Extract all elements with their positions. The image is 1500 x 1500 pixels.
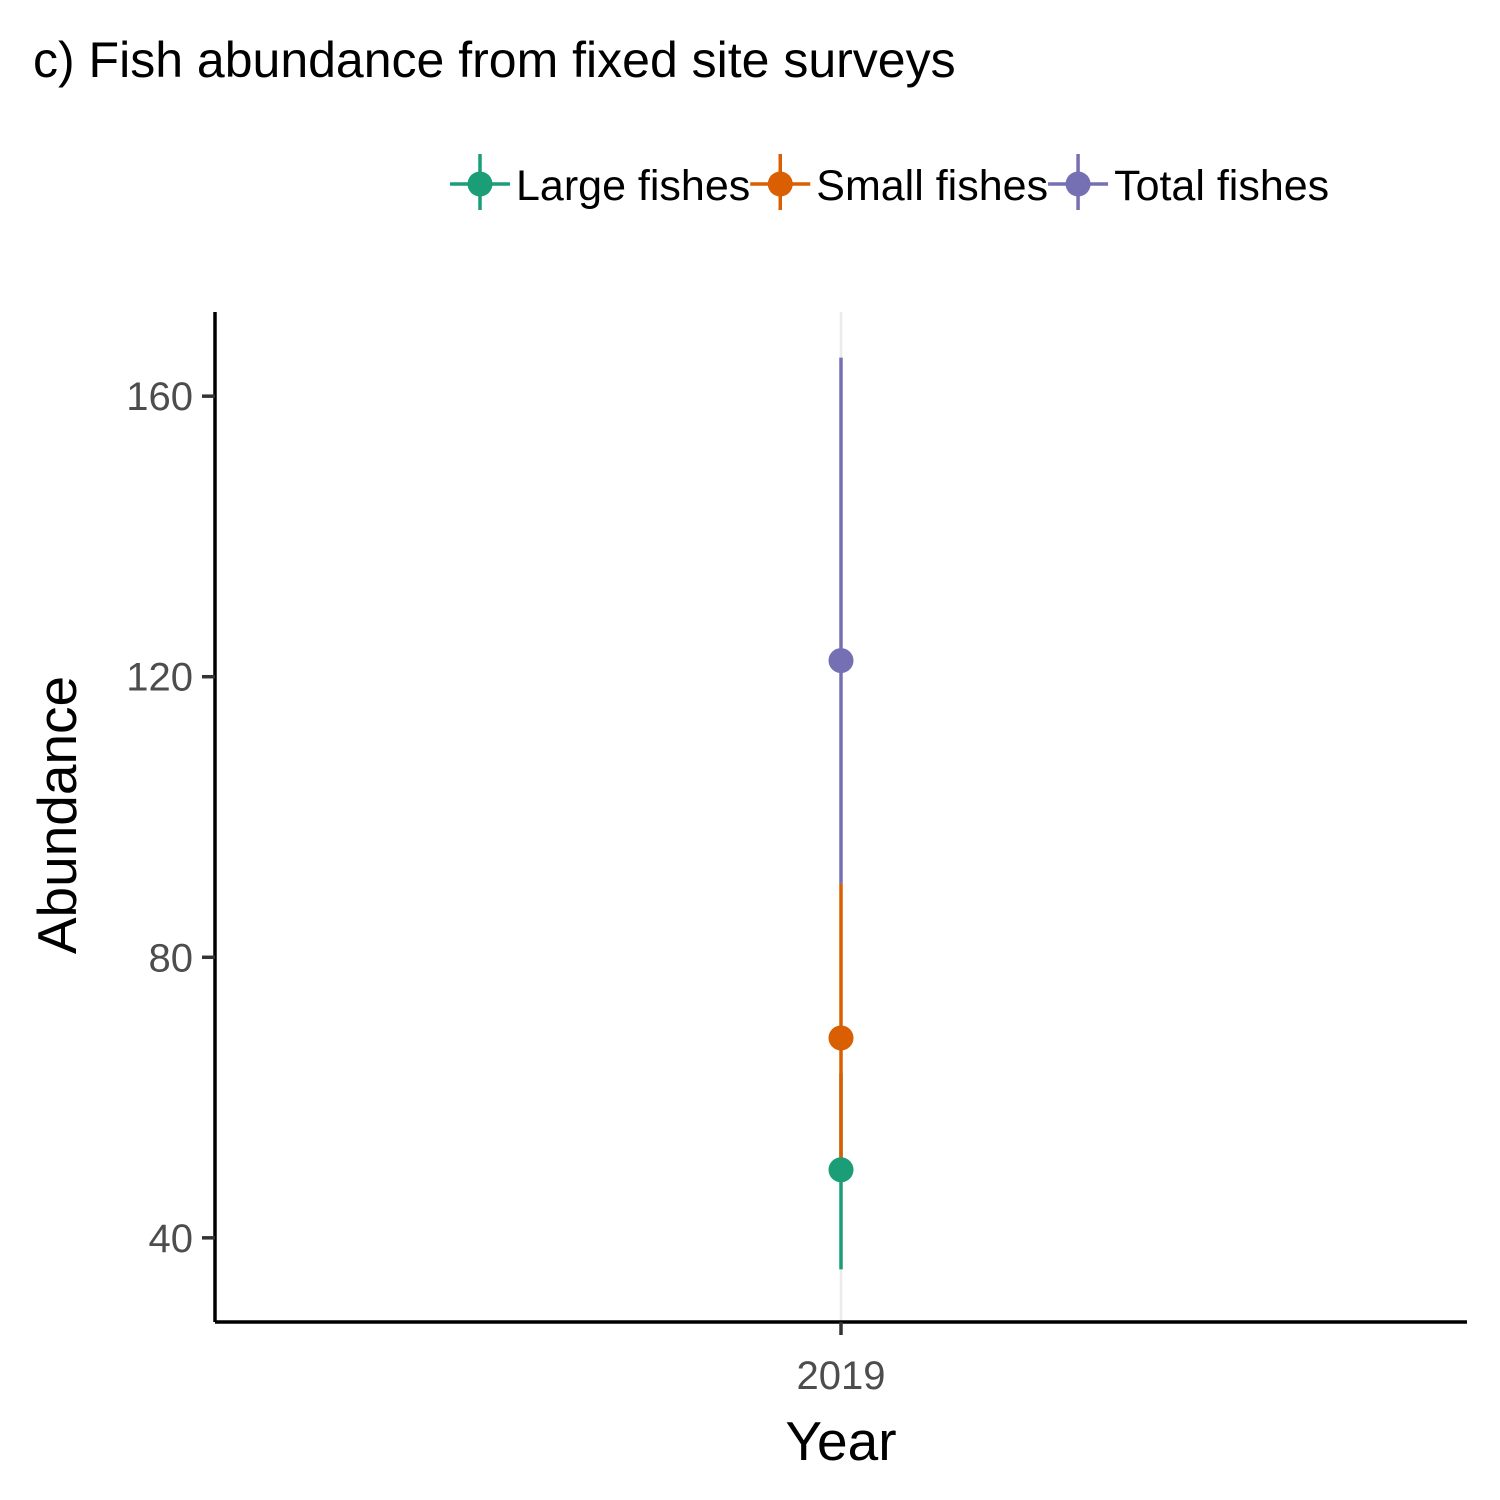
legend: Large fishes Small fishes Total fishes bbox=[450, 154, 1329, 210]
y-tick-label: 160 bbox=[126, 375, 193, 419]
point-total-fishes bbox=[828, 648, 854, 674]
point-small-fishes bbox=[828, 1025, 854, 1051]
y-axis-title: Abundance bbox=[26, 676, 88, 954]
data-points bbox=[828, 648, 854, 1183]
legend-item-large-fishes: Large fishes bbox=[450, 154, 750, 210]
plot-area bbox=[828, 312, 854, 1322]
y-axis-ticks: 40 80 120 160 bbox=[126, 375, 215, 1261]
legend-item-small-fishes: Small fishes bbox=[750, 154, 1048, 210]
legend-item-total-fishes: Total fishes bbox=[1048, 154, 1329, 210]
x-tick-label: 2019 bbox=[797, 1354, 886, 1398]
legend-label: Total fishes bbox=[1114, 162, 1329, 210]
legend-label: Large fishes bbox=[516, 162, 750, 210]
point-large-fishes bbox=[828, 1157, 854, 1183]
y-tick-label: 120 bbox=[126, 656, 193, 700]
y-tick-label: 40 bbox=[149, 1217, 194, 1261]
x-axis-title: Year bbox=[785, 1410, 896, 1472]
legend-label: Small fishes bbox=[816, 162, 1048, 210]
chart-title: c) Fish abundance from fixed site survey… bbox=[33, 32, 956, 88]
legend-key-point bbox=[467, 171, 493, 197]
legend-key-point bbox=[1065, 171, 1091, 197]
y-tick-label: 80 bbox=[149, 936, 194, 980]
legend-key-point bbox=[767, 171, 793, 197]
x-axis-ticks: 2019 bbox=[797, 1322, 886, 1398]
